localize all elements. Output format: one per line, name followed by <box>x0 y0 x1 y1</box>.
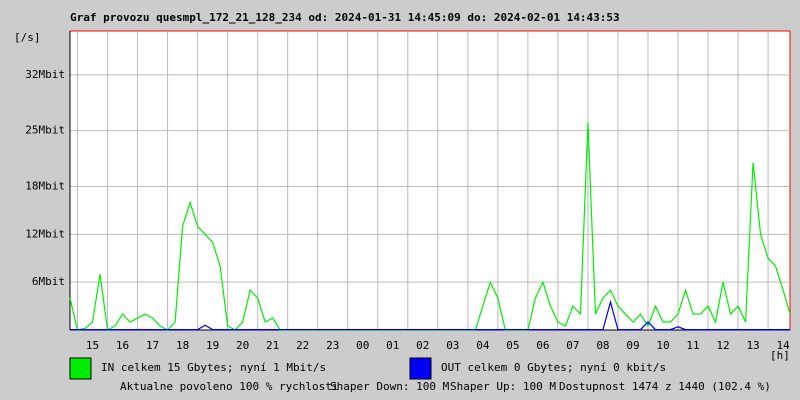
chart-title: Graf provozu quesmpl_172_21_128_234 od: … <box>70 11 620 24</box>
footer-text: Shaper Down: 100 M <box>330 380 450 393</box>
footer-text: Dostupnost 1474 z 1440 (102.4 %) <box>559 380 771 393</box>
x-tick-label: 03 <box>446 339 459 352</box>
y-tick-label: 32Mbit <box>25 68 65 81</box>
x-tick-label: 23 <box>326 339 339 352</box>
x-tick-label: 20 <box>236 339 249 352</box>
legend-swatch <box>69 357 92 380</box>
x-tick-label: 06 <box>536 339 549 352</box>
x-tick-label: 21 <box>266 339 279 352</box>
legend-swatch <box>409 357 432 380</box>
legend-label: OUT celkem 0 Gbytes; nyní 0 kbit/s <box>441 361 666 374</box>
x-tick-label: 18 <box>176 339 189 352</box>
footer-text: Shaper Up: 100 M <box>450 380 556 393</box>
footer-text: Aktualne povoleno 100 % rychlosti <box>120 380 339 393</box>
x-tick-label: 17 <box>146 339 159 352</box>
x-tick-label: 09 <box>626 339 639 352</box>
x-tick-label: 10 <box>656 339 669 352</box>
x-tick-label: 22 <box>296 339 309 352</box>
x-tick-label: 11 <box>686 339 699 352</box>
plot-area <box>70 31 790 330</box>
y-tick-label: 12Mbit <box>25 227 65 240</box>
y-unit: [/s] <box>14 31 41 44</box>
x-tick-label: 00 <box>356 339 369 352</box>
x-tick-label: 02 <box>416 339 429 352</box>
x-tick-label: 19 <box>206 339 219 352</box>
x-tick-label: 05 <box>506 339 519 352</box>
series-line <box>70 299 790 331</box>
legend-label: IN celkem 15 Gbytes; nyní 1 Mbit/s <box>101 361 326 374</box>
x-tick-label: 14 <box>776 339 790 352</box>
x-tick-label: 01 <box>386 339 399 352</box>
x-tick-label: 16 <box>116 339 129 352</box>
x-tick-label: 04 <box>476 339 490 352</box>
x-tick-label: 15 <box>86 339 99 352</box>
x-tick-label: 07 <box>566 339 579 352</box>
y-tick-label: 18Mbit <box>25 179 65 192</box>
y-tick-label: 25Mbit <box>25 124 65 137</box>
x-tick-label: 13 <box>746 339 759 352</box>
x-tick-label: 12 <box>716 339 729 352</box>
y-tick-label: 6Mbit <box>32 275 65 288</box>
x-tick-label: 08 <box>596 339 609 352</box>
x-unit: [h] <box>770 349 790 362</box>
